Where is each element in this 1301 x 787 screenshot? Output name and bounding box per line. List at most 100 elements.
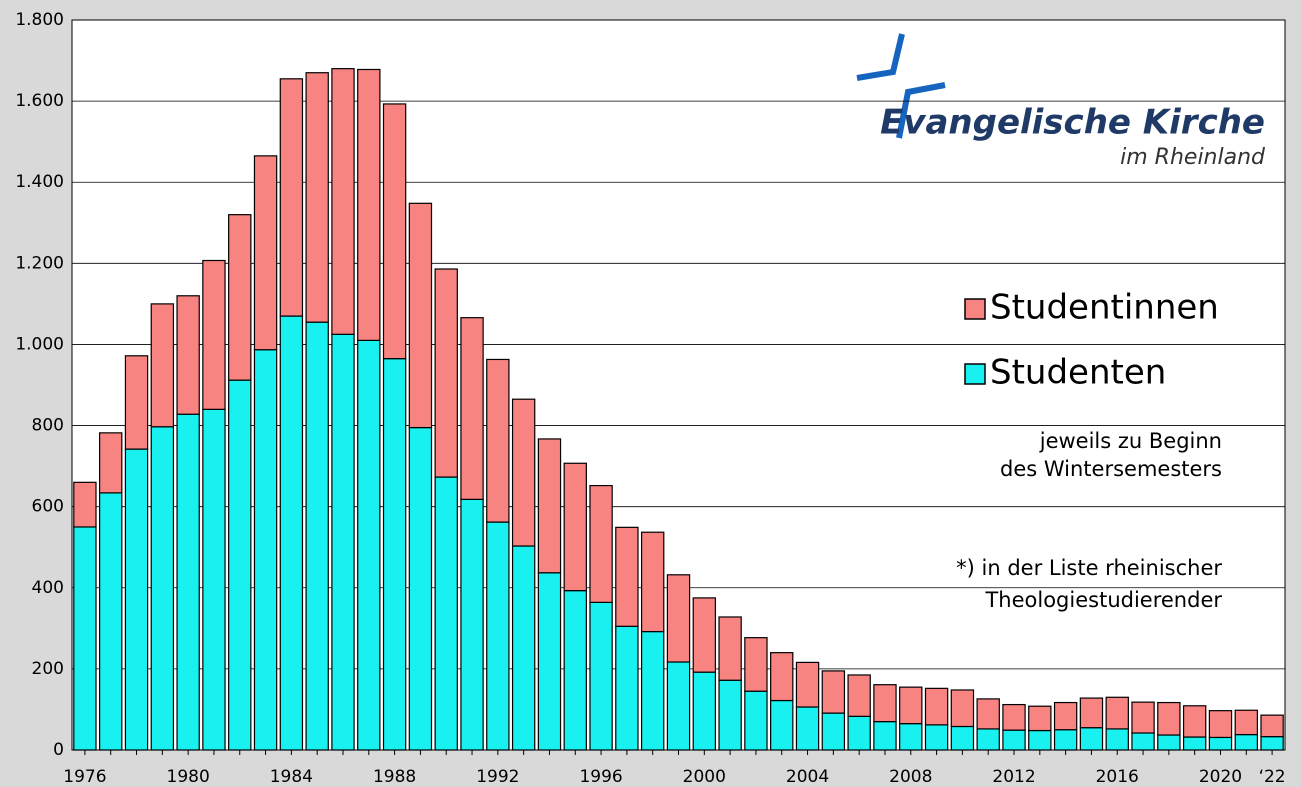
bar-segment bbox=[537, 572, 562, 751]
bar-segment bbox=[744, 637, 768, 692]
bar-segment bbox=[1053, 701, 1078, 731]
bar-segment bbox=[1053, 729, 1078, 751]
bar-segment bbox=[1157, 734, 1181, 751]
bar-segment bbox=[589, 484, 613, 603]
bar-segment bbox=[615, 625, 639, 751]
bar-segment bbox=[176, 295, 200, 415]
bar-segment bbox=[847, 715, 871, 751]
y-tick-label: 1.800 bbox=[15, 10, 64, 30]
logo-mark bbox=[856, 33, 946, 139]
y-tick-label: 1.400 bbox=[15, 172, 64, 192]
bar-segment bbox=[511, 545, 536, 751]
bar-segment bbox=[1002, 703, 1026, 731]
bar-segment bbox=[150, 426, 175, 751]
logo-region: im Rheinland bbox=[1120, 145, 1266, 170]
bar-segment bbox=[511, 398, 536, 547]
legend-label: Studenten bbox=[990, 353, 1166, 393]
bar-segment bbox=[305, 321, 329, 751]
bar-segment bbox=[821, 670, 846, 714]
x-tick-label: 2012 bbox=[992, 767, 1035, 787]
y-tick-label: 1.200 bbox=[15, 253, 64, 273]
bar-segment bbox=[124, 448, 149, 751]
y-tick-label: 0 bbox=[53, 740, 64, 760]
bar-segment bbox=[1079, 697, 1104, 729]
bar-segment bbox=[99, 492, 123, 751]
bar-segment bbox=[486, 521, 510, 751]
x-tick-label: 1980 bbox=[167, 767, 210, 787]
bar-segment bbox=[640, 531, 665, 633]
bar-segment bbox=[228, 214, 252, 381]
bar-segment bbox=[821, 712, 846, 751]
bar-segment bbox=[692, 597, 717, 673]
bar-segment bbox=[718, 616, 742, 681]
x-tick-label: 1984 bbox=[270, 767, 313, 787]
y-tick-label: 600 bbox=[32, 497, 64, 517]
bar-segment bbox=[924, 687, 949, 726]
x-tick-label: 2004 bbox=[786, 767, 829, 787]
annotation: des Wintersemesters bbox=[1000, 457, 1222, 481]
bar-segment bbox=[537, 438, 562, 574]
bar-segment bbox=[408, 202, 433, 429]
x-tick-label: 1988 bbox=[373, 767, 416, 787]
bar-segment bbox=[1182, 736, 1207, 751]
bar-segment bbox=[99, 432, 123, 494]
bar-segment bbox=[1105, 728, 1129, 751]
bar-segment bbox=[253, 349, 278, 751]
bar-segment bbox=[899, 686, 923, 725]
bar-segment bbox=[1182, 705, 1207, 738]
bar-segment bbox=[666, 574, 691, 663]
bar-segment bbox=[73, 526, 97, 751]
bar-segment bbox=[486, 358, 510, 523]
bar-segment bbox=[770, 652, 794, 702]
bar-segment bbox=[202, 259, 226, 410]
bar-segment bbox=[1028, 705, 1052, 732]
legend-label: Studentinnen bbox=[990, 288, 1219, 328]
bar-segment bbox=[434, 268, 458, 478]
bar-segment bbox=[976, 698, 1000, 730]
bar-segment bbox=[847, 674, 871, 717]
bar-segment bbox=[770, 699, 794, 751]
bar-segment bbox=[124, 355, 149, 450]
y-tick-label: 1.600 bbox=[15, 91, 64, 111]
bar-segment bbox=[382, 358, 407, 751]
bar-segment bbox=[228, 379, 252, 751]
plot-border bbox=[71, 19, 1286, 751]
x-tick-label: 2008 bbox=[889, 767, 932, 787]
bar-segment bbox=[1234, 733, 1258, 751]
bar-segment bbox=[873, 721, 897, 751]
bar-segment bbox=[202, 408, 226, 751]
bar-segment bbox=[305, 72, 329, 323]
bar-segment bbox=[950, 689, 975, 728]
bar-segment bbox=[408, 426, 433, 751]
bar-segment bbox=[434, 476, 458, 751]
y-tick-label: 1.000 bbox=[15, 334, 64, 354]
bar-segment bbox=[1002, 729, 1026, 751]
bar-segment bbox=[1234, 709, 1258, 736]
bar-segment bbox=[279, 315, 304, 751]
bar-segment bbox=[73, 481, 97, 528]
bar-segment bbox=[899, 723, 923, 751]
bar-segment bbox=[640, 630, 665, 751]
bar-segment bbox=[460, 317, 484, 500]
y-tick-label: 200 bbox=[32, 659, 64, 679]
bar-segment bbox=[357, 339, 381, 751]
x-tick-label: 1976 bbox=[63, 767, 106, 787]
bar-segment bbox=[950, 725, 975, 751]
bar-segment bbox=[1079, 727, 1104, 751]
bar-segment bbox=[1131, 732, 1155, 751]
bar-segment bbox=[795, 706, 820, 751]
bar-segment bbox=[976, 728, 1000, 751]
annotation: Theologiestudierender bbox=[984, 588, 1222, 612]
bar-segment bbox=[279, 78, 304, 317]
bar-segment bbox=[357, 68, 381, 341]
y-tick-label: 800 bbox=[32, 416, 64, 436]
x-tick-label: 2020 bbox=[1199, 767, 1242, 787]
bar-segment bbox=[1157, 701, 1181, 736]
bar-segment bbox=[692, 671, 717, 751]
bar-segment bbox=[331, 333, 355, 751]
annotation: *) in der Liste rheinischer bbox=[956, 556, 1222, 580]
legend-swatch bbox=[964, 298, 986, 320]
bar-segment bbox=[1131, 701, 1155, 734]
bar-segment bbox=[1028, 729, 1052, 751]
